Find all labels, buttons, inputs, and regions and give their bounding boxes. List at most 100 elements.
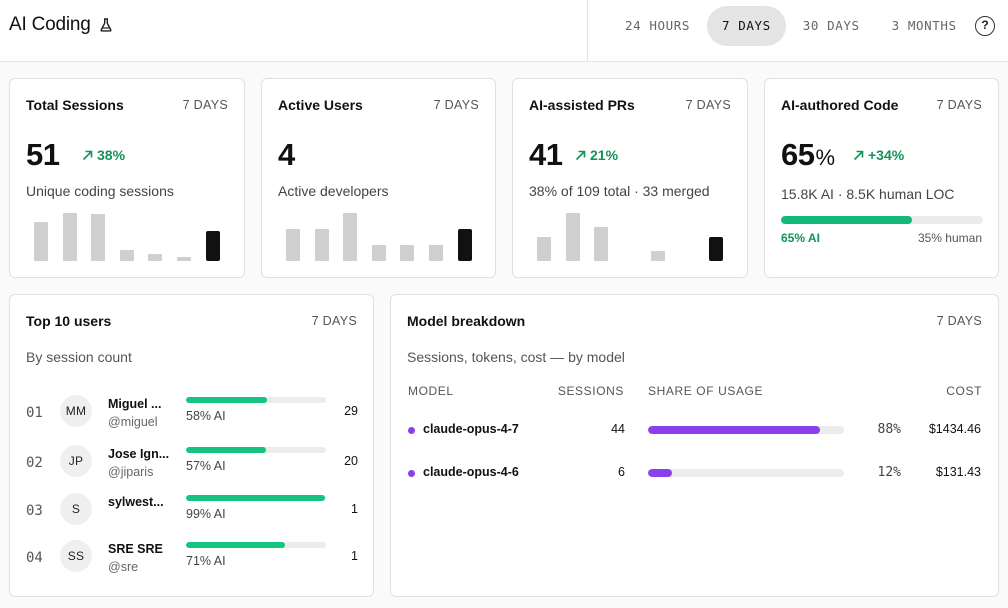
day-bar [428, 245, 443, 261]
user-handle: @sre [108, 560, 139, 574]
day-bar [594, 226, 609, 261]
metric-subtitle: Unique coding sessions [26, 183, 174, 199]
ai-authored-code-card: AI-authored Code 7 DAYS 65% +34% 15.8K A… [764, 78, 999, 278]
user-row[interactable]: 03 S sylwest... 99% AI 1 [10, 491, 374, 531]
share-bar-fill [648, 469, 672, 477]
day-bar [286, 229, 300, 261]
user-name: sylwest... [108, 495, 164, 509]
model-name: claude-opus-4-6 [423, 465, 519, 479]
ai-share-bar-fill [186, 542, 286, 548]
total-sessions-card: Total Sessions 7 DAYS 51 38% Unique codi… [9, 78, 245, 278]
user-row[interactable]: 04 SS SRE SRE @sre 71% AI 1 [10, 538, 374, 578]
tab-24-hours[interactable]: 24 HOURS [625, 18, 691, 33]
tab-7-days[interactable]: 7 DAYS [707, 6, 786, 46]
day-bar [343, 213, 358, 261]
model-row[interactable]: claude-opus-4-7 44 88% $1434.46 [391, 418, 997, 442]
ai-share-label: 57% AI [186, 459, 226, 473]
ai-share-bar-fill [186, 495, 325, 501]
session-count: 29 [344, 404, 358, 418]
user-name: Miguel ... [108, 397, 162, 411]
ai-assisted-prs-card: AI-assisted PRs 7 DAYS 41 21% 38% of 109… [512, 78, 748, 278]
share-label: 12% [877, 465, 901, 480]
day-bar [537, 237, 551, 261]
day-bar [371, 245, 386, 261]
column-header-sessions: SESSIONS [557, 384, 624, 398]
delta-badge: 21% [575, 147, 618, 163]
current-day-bar [205, 231, 220, 261]
card-subtitle: Sessions, tokens, cost — by model [407, 349, 625, 365]
metric-value: 51 [26, 137, 60, 172]
ai-share-bar [186, 397, 326, 403]
metric-subtitle: 15.8K AI · 8.5K human LOC [781, 186, 955, 202]
day-bar [314, 229, 329, 261]
user-rank: 03 [26, 503, 43, 519]
human-share-label: 35% human [917, 231, 982, 245]
top-users-card: Top 10 users 7 DAYS By session count 01 … [9, 294, 374, 597]
ai-share-label: 65% AI [781, 231, 820, 245]
delta-value: 38% [97, 147, 126, 163]
card-subtitle: By session count [26, 349, 132, 365]
metric-value: 65% [781, 137, 835, 173]
model-row[interactable]: claude-opus-4-6 6 12% $131.43 [391, 461, 997, 485]
column-header-share: SHARE OF USAGE [648, 384, 764, 398]
daily-bars [537, 211, 737, 261]
user-handle: @miguel [108, 415, 158, 429]
share-bar [648, 469, 844, 477]
session-count: 20 [344, 454, 358, 468]
help-icon[interactable]: ? [975, 16, 995, 36]
ai-share-bar-fill [186, 447, 266, 453]
card-title: AI-assisted PRs [529, 97, 635, 113]
day-bar [651, 250, 666, 261]
model-sessions: 44 [611, 422, 625, 436]
delta-badge: +34% [853, 147, 904, 163]
model-cost: $131.43 [935, 465, 981, 479]
tab-30-days[interactable]: 30 DAYS [802, 18, 860, 33]
user-name: Jose Ign... [108, 447, 170, 461]
user-rank: 04 [26, 550, 43, 566]
user-row[interactable]: 01 MM Miguel ... @miguel 58% AI 29 [10, 393, 374, 433]
app-title-label: AI Coding [9, 14, 91, 35]
column-header-model: MODEL [408, 384, 454, 398]
ai-share-bar-fill [186, 397, 268, 403]
user-row[interactable]: 02 JP Jose Ign... @jiparis 57% AI 20 [10, 443, 374, 483]
metric-unit: % [815, 145, 835, 170]
avatar: S [60, 493, 92, 525]
card-range: 7 DAYS [433, 98, 479, 112]
user-handle: @jiparis [108, 465, 154, 479]
avatar: JP [60, 445, 92, 477]
day-bar [148, 253, 163, 261]
avatar: MM [60, 395, 92, 427]
avatar: SS [60, 540, 92, 572]
user-name: SRE SRE [108, 542, 163, 556]
daily-bars [34, 211, 234, 261]
day-bar [91, 214, 106, 261]
metric-subtitle: 38% of 109 total · 33 merged [529, 183, 710, 199]
flask-icon [100, 18, 112, 32]
ai-share-bar [186, 447, 326, 453]
metric-value: 4 [278, 137, 295, 172]
active-users-card: Active Users 7 DAYS 4 Active developers [261, 78, 496, 278]
card-title: AI-authored Code [781, 97, 899, 113]
current-day-bar [708, 237, 723, 261]
ai-share-bar [186, 542, 326, 548]
card-title: Active Users [278, 97, 363, 113]
session-count: 1 [351, 502, 358, 516]
day-bar [119, 249, 134, 261]
share-bar-fill [648, 426, 821, 434]
card-range: 7 DAYS [685, 98, 731, 112]
card-title: Total Sessions [26, 97, 124, 113]
day-bar [34, 221, 48, 261]
trend-up-icon [82, 150, 93, 160]
user-rank: 01 [26, 405, 43, 421]
share-bar [648, 426, 844, 434]
tab-3-months[interactable]: 3 MONTHS [891, 18, 957, 33]
card-range: 7 DAYS [936, 98, 982, 112]
app-title: AI Coding [9, 14, 112, 36]
card-title: Model breakdown [407, 313, 526, 329]
day-bar [400, 245, 415, 261]
top-header: AI Coding 24 HOURS 7 DAYS 30 DAYS 3 MONT… [0, 0, 1008, 62]
model-name: claude-opus-4-7 [423, 422, 519, 436]
card-title: Top 10 users [26, 313, 112, 329]
model-sessions: 6 [618, 465, 625, 479]
card-range: 7 DAYS [936, 314, 982, 328]
